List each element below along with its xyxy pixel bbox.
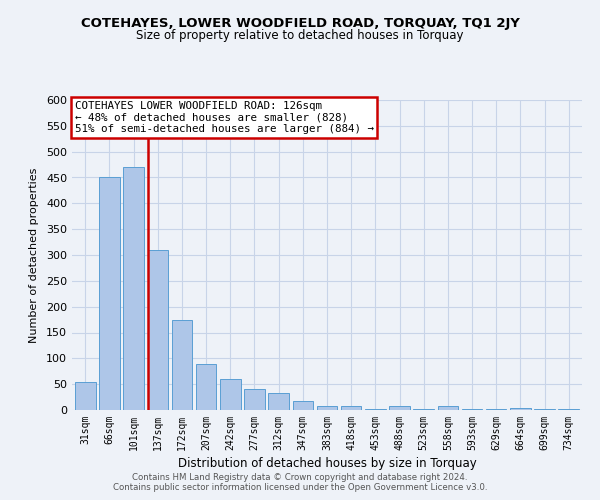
- Bar: [172, 320, 192, 410]
- Text: COTEHAYES LOWER WOODFIELD ROAD: 126sqm
← 48% of detached houses are smaller (828: COTEHAYES LOWER WOODFIELD ROAD: 126sqm ←…: [74, 100, 374, 134]
- Bar: [317, 406, 337, 410]
- Bar: [75, 382, 95, 410]
- X-axis label: Distribution of detached houses by size in Torquay: Distribution of detached houses by size …: [178, 457, 476, 470]
- Bar: [413, 409, 434, 410]
- Bar: [341, 406, 361, 410]
- Bar: [220, 379, 241, 410]
- Bar: [196, 364, 217, 410]
- Text: Contains HM Land Registry data © Crown copyright and database right 2024.: Contains HM Land Registry data © Crown c…: [132, 474, 468, 482]
- Bar: [365, 409, 386, 410]
- Bar: [389, 406, 410, 410]
- Text: Size of property relative to detached houses in Torquay: Size of property relative to detached ho…: [136, 29, 464, 42]
- Y-axis label: Number of detached properties: Number of detached properties: [29, 168, 39, 342]
- Bar: [559, 409, 579, 410]
- Bar: [510, 408, 530, 410]
- Bar: [437, 406, 458, 410]
- Bar: [462, 409, 482, 410]
- Bar: [293, 401, 313, 410]
- Text: Contains public sector information licensed under the Open Government Licence v3: Contains public sector information licen…: [113, 484, 487, 492]
- Bar: [244, 390, 265, 410]
- Bar: [99, 178, 120, 410]
- Bar: [268, 393, 289, 410]
- Bar: [124, 167, 144, 410]
- Bar: [148, 250, 168, 410]
- Text: COTEHAYES, LOWER WOODFIELD ROAD, TORQUAY, TQ1 2JY: COTEHAYES, LOWER WOODFIELD ROAD, TORQUAY…: [80, 18, 520, 30]
